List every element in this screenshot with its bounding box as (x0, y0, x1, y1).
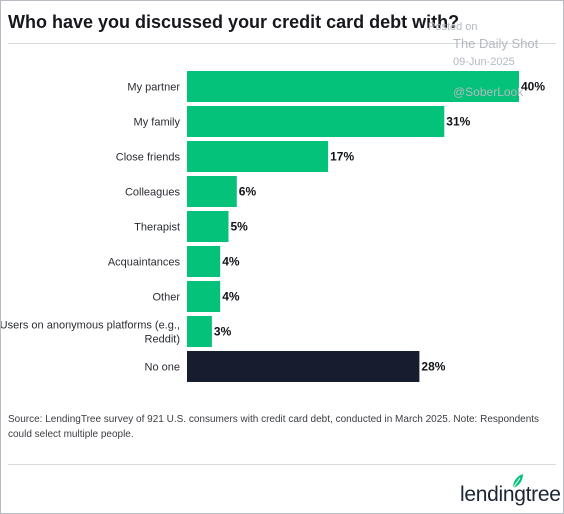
bar-value-label: 28% (421, 360, 445, 374)
category-label: Users on anonymous platforms (e.g., Reddi… (1, 320, 180, 346)
bar-8 (187, 351, 420, 382)
bar-value-label: 17% (330, 150, 354, 164)
brand-logo: lendingtree (460, 483, 561, 506)
bar-5 (187, 246, 221, 277)
bar-value-label: 31% (446, 115, 470, 129)
bar-chart: 40% My partner 31% My family 17% Close friend… (1, 71, 545, 382)
category-label: Therapist (134, 222, 180, 234)
bar-value-label: 4% (222, 290, 240, 304)
watermark-handle: @SoberLook (453, 85, 524, 99)
bar-value-label: 6% (239, 185, 257, 199)
category-label: My partner (127, 82, 180, 94)
bar-3 (187, 176, 237, 207)
bar-6 (187, 281, 221, 312)
category-label: Colleagues (125, 187, 181, 199)
category-label: Other (152, 292, 180, 304)
bar-value-label: 3% (214, 325, 232, 339)
title-divider (8, 43, 556, 44)
bar-value-label: 4% (222, 255, 240, 269)
bar-2 (187, 141, 329, 172)
leaf-logo-icon (512, 474, 523, 489)
bar-1 (187, 106, 445, 137)
footer-divider (8, 464, 556, 465)
watermark-outlet: The Daily Shot (453, 36, 539, 51)
category-label: Close friends (116, 152, 181, 164)
category-label: My family (134, 117, 181, 129)
category-label: Acquaintances (108, 257, 181, 269)
chart-title: Who have you discussed your credit card … (8, 12, 460, 32)
bar-value-label: 40% (521, 80, 545, 94)
watermark-date: 09-Jun-2025 (453, 56, 515, 68)
bar-0 (187, 71, 519, 102)
bar-value-label: 5% (231, 220, 249, 234)
bar-7 (187, 316, 212, 347)
category-label: No one (145, 362, 180, 374)
bar-4 (187, 211, 229, 242)
watermark-posted: Posted on (428, 21, 478, 33)
source-note: Source: LendingTree survey of 921 U.S. c… (8, 414, 540, 440)
